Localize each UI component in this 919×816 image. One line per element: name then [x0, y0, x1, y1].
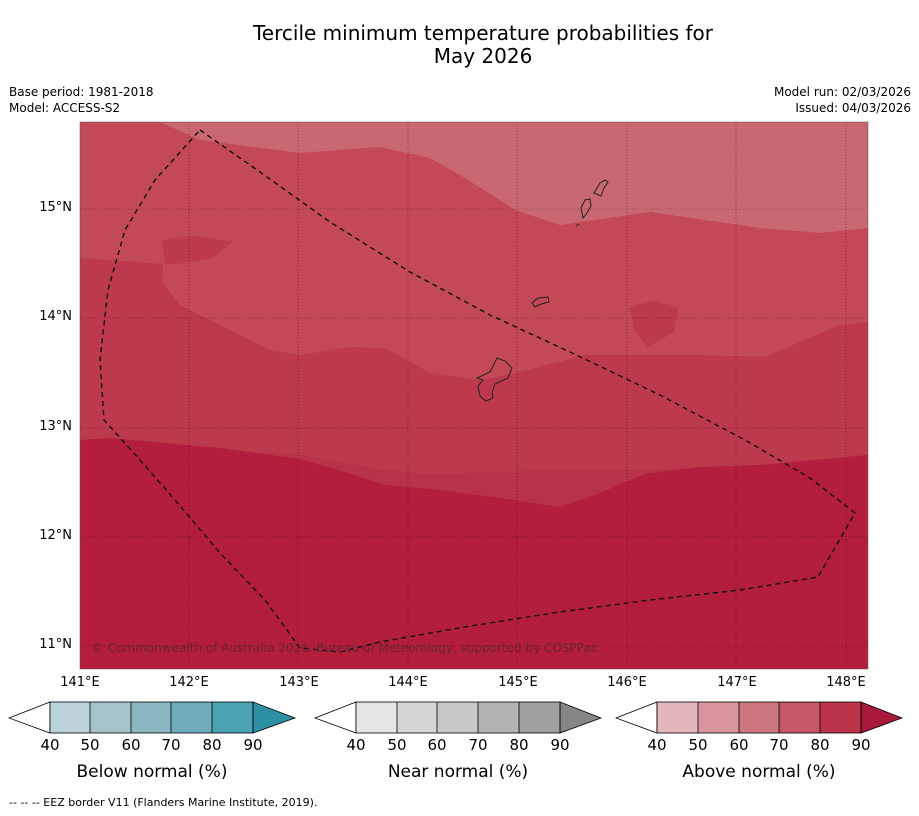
- lon-label-142e: 142°E: [169, 675, 209, 690]
- tick-above-70: 70: [769, 736, 789, 754]
- lon-label-147e: 147°E: [717, 675, 757, 690]
- tick-below-80: 80: [202, 736, 222, 754]
- tick-below-90: 90: [243, 736, 263, 754]
- zone-90-plus: [80, 438, 868, 669]
- colorbar-near: [314, 701, 603, 734]
- legend-label-below: Below normal (%): [76, 762, 228, 782]
- lat-label-15n: 15°N: [39, 200, 72, 215]
- tick-near-40: 40: [346, 736, 366, 754]
- copyright-notice: © Commonwealth of Australia 2026, Bureau…: [92, 641, 598, 655]
- lon-label-148e: 148°E: [826, 675, 866, 690]
- map-frame: [79, 121, 869, 670]
- tick-near-60: 60: [427, 736, 447, 754]
- lon-label-145e: 145°E: [498, 675, 538, 690]
- island-saipan: [593, 179, 609, 197]
- eez-footnote: -- -- -- EEZ border V11 (Flanders Marine…: [9, 796, 318, 809]
- lat-label-11n: 11°N: [39, 637, 72, 652]
- legend-label-near: Near normal (%): [387, 762, 529, 782]
- patch-west: [162, 236, 232, 265]
- lat-label-12n: 12°N: [39, 528, 72, 543]
- lat-label-14n: 14°N: [39, 309, 72, 324]
- tick-below-70: 70: [161, 736, 181, 754]
- patch-east: [630, 301, 678, 347]
- tick-below-60: 60: [121, 736, 141, 754]
- tick-above-60: 60: [729, 736, 749, 754]
- tick-below-50: 50: [80, 736, 100, 754]
- lon-label-141e: 141°E: [60, 675, 100, 690]
- gridlines: [80, 122, 868, 669]
- lat-label-13n: 13°N: [39, 419, 72, 434]
- tick-below-40: 40: [40, 736, 60, 754]
- model-name: Model: ACCESS-S2: [9, 101, 121, 115]
- tick-above-80: 80: [810, 736, 830, 754]
- colorbar-below: [8, 701, 297, 734]
- lon-label-144e: 144°E: [388, 675, 428, 690]
- tick-above-90: 90: [851, 736, 871, 754]
- lon-label-143e: 143°E: [279, 675, 319, 690]
- issued-date: Issued: 04/03/2026: [795, 101, 911, 115]
- island-rota: [531, 296, 550, 308]
- title-line-2: May 2026: [433, 44, 533, 68]
- lon-label-146e: 146°E: [607, 675, 647, 690]
- tick-near-50: 50: [387, 736, 407, 754]
- eez-border: [99, 129, 856, 653]
- island-guam: [475, 357, 513, 402]
- tick-near-70: 70: [468, 736, 488, 754]
- model-run: Model run: 02/03/2026: [773, 85, 911, 99]
- islands: [475, 179, 609, 402]
- tick-above-40: 40: [647, 736, 667, 754]
- meta-right: Model run: 02/03/2026 Issued: 04/03/2026: [774, 84, 911, 116]
- probability-map: [79, 121, 869, 670]
- meta-left: Base period: 1981-2018 Model: ACCESS-S2: [9, 84, 154, 116]
- island-tinian: [580, 198, 592, 220]
- base-period: Base period: 1981-2018: [9, 85, 154, 99]
- tick-near-90: 90: [550, 736, 570, 754]
- colorbar-above: [615, 701, 904, 734]
- chart-title: Tercile minimum temperature probabilitie…: [0, 22, 919, 68]
- tick-above-50: 50: [688, 736, 708, 754]
- island-aguijan: [575, 223, 580, 227]
- tick-near-80: 80: [509, 736, 529, 754]
- legend-label-above: Above normal (%): [682, 762, 836, 782]
- title-line-1: Tercile minimum temperature probabilitie…: [252, 21, 714, 45]
